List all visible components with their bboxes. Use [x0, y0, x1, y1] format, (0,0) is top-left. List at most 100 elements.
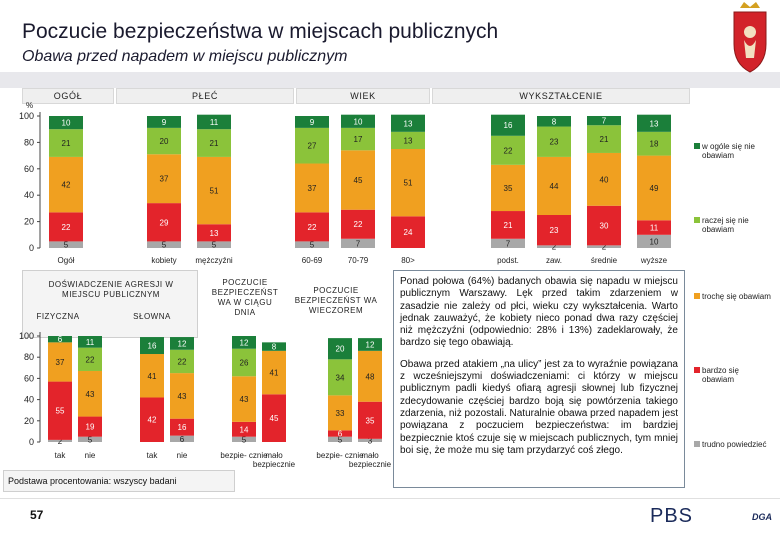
x-tick-label: 70-79 [347, 256, 369, 265]
bar-segment [341, 150, 375, 210]
data-label: 21 [600, 135, 609, 144]
bar-segment [341, 209, 375, 239]
bar-segment [147, 203, 181, 242]
x-tick-label: bezpie- cznie [316, 451, 364, 460]
bar-segment [78, 336, 102, 348]
data-label: 22 [354, 220, 363, 229]
data-label: 21 [210, 139, 219, 148]
data-label: 11 [86, 338, 95, 347]
bar-segment [358, 350, 382, 402]
data-label: 10 [62, 119, 71, 128]
data-label: 22 [308, 223, 317, 232]
base-note: Podstawa procentowania: wszyscy badani [3, 470, 235, 492]
bar-segment [140, 337, 164, 355]
bar-segment [537, 116, 571, 127]
bar-segment [147, 154, 181, 204]
bar-segment [170, 349, 194, 374]
footer [0, 498, 780, 540]
header-dnia: POCZUCIE BEZPIECZEŃST WA W CIĄGU DNIA [211, 278, 279, 317]
bar-segment [78, 370, 102, 417]
bar-segment [587, 205, 621, 246]
data-label: 5 [88, 435, 93, 444]
bar-segment [197, 114, 231, 130]
data-label: 11 [650, 224, 659, 233]
bar-segment [391, 131, 425, 149]
bar-segment [391, 149, 425, 217]
data-label: 13 [404, 119, 413, 128]
bar-segment [637, 220, 671, 235]
data-label: 7 [602, 117, 607, 126]
legend-swatch [694, 293, 700, 299]
data-label: 43 [178, 392, 187, 401]
header-wyksztalcenie: WYKSZTAŁCENIE [432, 88, 690, 104]
bar-segment [358, 338, 382, 351]
bar-segment [328, 395, 352, 431]
data-label: 20 [160, 137, 169, 146]
data-label: 21 [62, 139, 71, 148]
x-tick-label: 80> [401, 256, 415, 265]
data-label: 43 [240, 395, 249, 404]
data-label: 13 [404, 136, 413, 145]
bar-segment [587, 245, 621, 248]
data-label: 12 [240, 338, 249, 347]
header-slowna: SŁOWNA [133, 312, 171, 321]
y-tick-label: 100 [19, 331, 34, 341]
data-label: 22 [62, 223, 71, 232]
data-label: 2 [58, 437, 63, 446]
data-label: 51 [210, 187, 219, 196]
bar-segment [48, 336, 72, 343]
data-label: 29 [160, 218, 169, 227]
data-label: 45 [354, 176, 363, 185]
bar-segment [170, 418, 194, 436]
legend-item: w ogóle się nie obawiam [694, 142, 778, 164]
bar-segment [391, 216, 425, 248]
legend-label: trudno powiedzieć [702, 440, 767, 449]
data-label: 9 [310, 118, 315, 127]
bar-segment [140, 397, 164, 442]
bar-segment [295, 163, 329, 213]
pbs-logo: PBS [650, 505, 694, 527]
header-doswiadczenie: DOŚWIADCZENIE AGRESJI W MIEJSCU PUBLICZN… [48, 280, 174, 299]
data-label: 11 [210, 118, 219, 127]
bar-segment [328, 338, 352, 360]
x-tick-label: mężczyźni [195, 256, 233, 265]
bar-segment [262, 350, 286, 395]
bar-segment [328, 430, 352, 437]
legend-swatch [694, 217, 700, 223]
data-label: 51 [404, 179, 413, 188]
x-tick-label: kobiety [151, 256, 177, 265]
data-label: 24 [404, 228, 413, 237]
bar-segment [341, 238, 375, 248]
x-tick-label: nie [176, 451, 188, 460]
data-label: 17 [354, 135, 363, 144]
data-label: 13 [650, 119, 659, 128]
commentary-box: Ponad połowa (64%) badanych obawia się n… [393, 270, 685, 488]
dga-logo: DGA [752, 512, 772, 522]
data-label: 45 [270, 414, 279, 423]
bar-segment [537, 156, 571, 215]
data-label: 23 [550, 226, 559, 235]
y-tick-label: 0 [29, 437, 34, 447]
x-tick-label: nie [84, 451, 96, 460]
bar-segment [341, 114, 375, 128]
bar-segment [587, 116, 621, 126]
header-ogol: OGÓŁ [22, 88, 114, 104]
bar-segment [170, 373, 194, 419]
x-tick-label: wyższe [640, 256, 668, 265]
x-tick-label: tak [146, 451, 158, 460]
data-label: 6 [58, 335, 63, 344]
legend-label: w ogóle się nie obawiam [702, 142, 755, 160]
bar-segment [49, 241, 83, 248]
data-label: 35 [504, 184, 513, 193]
commentary-paragraph-2: Obawa przed atakiem „na ulicy” jest za t… [400, 358, 678, 456]
bar-segment [78, 436, 102, 442]
data-label: 12 [178, 339, 187, 348]
legend-label: trochę się obawiam [702, 292, 771, 301]
y-tick-label: 80 [24, 352, 34, 362]
legend-label: bardzo się obawiam [702, 366, 739, 384]
bar-segment [49, 156, 83, 213]
data-label: 20 [336, 345, 345, 354]
data-label: 5 [212, 241, 217, 250]
data-label: 5 [338, 435, 343, 444]
